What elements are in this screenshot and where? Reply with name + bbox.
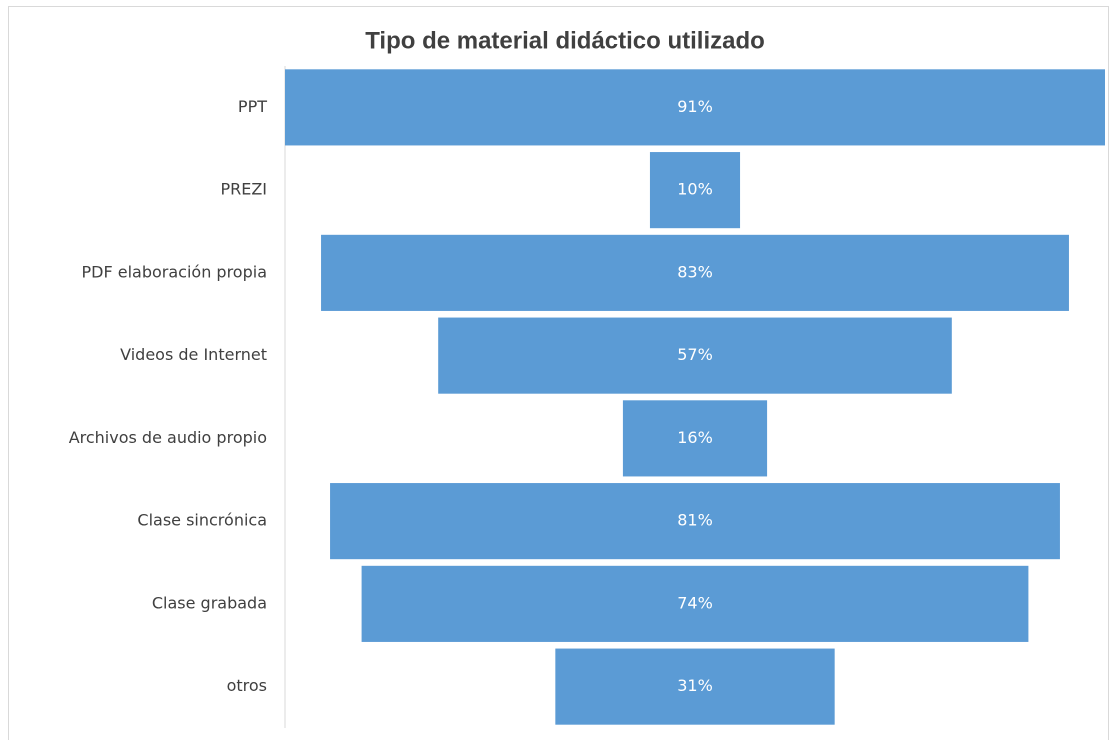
value-label: 81% bbox=[677, 511, 713, 530]
value-label: 57% bbox=[677, 345, 713, 364]
category-label: PREZI bbox=[220, 180, 267, 199]
category-label: Videos de Internet bbox=[120, 345, 267, 364]
funnel-bar bbox=[555, 648, 835, 725]
category-label: otros bbox=[227, 676, 267, 695]
value-label: 10% bbox=[677, 180, 713, 199]
chart-title: Tipo de material didáctico utilizado bbox=[365, 27, 765, 54]
value-label: 74% bbox=[677, 593, 713, 612]
funnel-bar bbox=[285, 69, 1105, 146]
funnel-bar bbox=[622, 400, 768, 477]
funnel-bar bbox=[330, 483, 1060, 560]
category-label: Clase grabada bbox=[152, 593, 267, 612]
value-label: 16% bbox=[677, 428, 713, 447]
category-label: PDF elaboración propia bbox=[81, 262, 267, 281]
chart-border bbox=[8, 6, 1109, 740]
funnel-bar bbox=[321, 234, 1069, 311]
value-label: 91% bbox=[677, 97, 713, 116]
category-label: PPT bbox=[238, 97, 267, 116]
category-label: Archivos de audio propio bbox=[69, 428, 267, 447]
funnel-bar bbox=[361, 565, 1029, 642]
value-label: 31% bbox=[677, 676, 713, 695]
category-label: Clase sincrónica bbox=[137, 511, 267, 530]
funnel-bar bbox=[438, 317, 952, 394]
funnel-bar bbox=[649, 152, 741, 229]
value-label: 83% bbox=[677, 262, 713, 281]
